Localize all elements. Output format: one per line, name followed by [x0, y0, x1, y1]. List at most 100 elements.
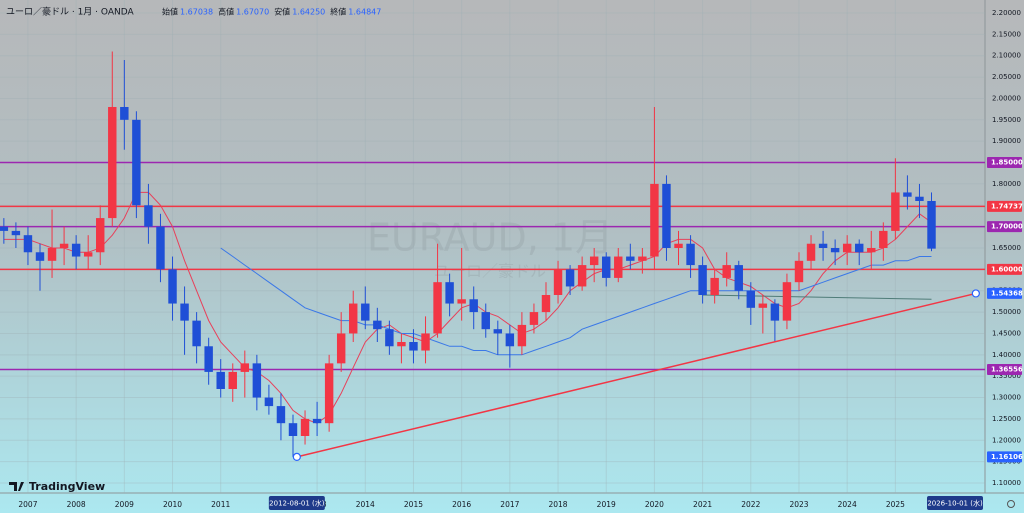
- candle-body: [710, 277, 719, 295]
- candle-body: [577, 265, 587, 287]
- x-tick-label: 2014: [356, 500, 375, 509]
- candle-body: [11, 230, 21, 236]
- candle-body: [638, 256, 647, 261]
- candle-body: [855, 243, 864, 253]
- candle-body: [770, 303, 780, 321]
- candle-body: [204, 346, 213, 372]
- candle-body: [409, 341, 418, 351]
- candle-body: [493, 329, 503, 334]
- candle-body: [650, 183, 659, 257]
- candle-body: [240, 363, 250, 372]
- level-label: 1.36556: [991, 366, 1023, 374]
- candle-body: [23, 235, 33, 253]
- candle-body: [517, 324, 527, 347]
- candle-body: [71, 243, 81, 257]
- level-label: 1.60000: [991, 265, 1023, 273]
- candle-body: [83, 252, 93, 257]
- logo-icon: [9, 482, 24, 491]
- trend-price-label-bg: [987, 287, 1022, 299]
- y-tick-label: 1.80000: [992, 180, 1021, 188]
- x-tick-label: 2008: [67, 500, 86, 509]
- x-tick-label: 2021: [693, 500, 712, 509]
- x-tick-label: 2015: [404, 500, 423, 509]
- logo: TradingView: [9, 480, 105, 493]
- y-tick-label: 2.00000: [992, 94, 1021, 102]
- candle-body: [180, 303, 189, 321]
- candle-body: [481, 312, 490, 330]
- candle-body: [722, 265, 731, 278]
- trendline-handle: [292, 452, 301, 462]
- candle-body: [120, 106, 129, 120]
- candle-body: [734, 265, 743, 291]
- x-tick-label: 2022: [741, 500, 760, 509]
- level-label-bg: [987, 157, 1022, 169]
- candle-body: [312, 418, 322, 424]
- trend-price-label-bg: [987, 451, 1022, 463]
- x-tick-label: 2018: [548, 500, 567, 509]
- candle-body: [324, 363, 334, 424]
- level-label: 1.70000: [991, 223, 1023, 231]
- candle-body: [457, 299, 466, 304]
- candle-body: [35, 252, 45, 261]
- candle-body: [891, 192, 900, 231]
- candle-body: [216, 371, 225, 389]
- crosshair-date-bg: [268, 496, 325, 510]
- candle-body: [818, 243, 828, 248]
- candle-body: [830, 247, 840, 253]
- candle-body: [614, 256, 623, 278]
- ohlc-value: 1.67038: [180, 8, 213, 17]
- candle-body: [565, 269, 575, 287]
- x-tick-label: 2020: [645, 500, 664, 509]
- candle-body: [59, 243, 69, 248]
- header: ユーロ／豪ドル · 1月 · OANDA 始値 1.67038 高値 1.67070 安…: [6, 6, 381, 18]
- y-tick-label: 2.10000: [992, 52, 1021, 60]
- y-tick-label: 1.35000: [992, 372, 1021, 380]
- ohlc-name: 始値: [162, 7, 178, 17]
- candle-body: [602, 256, 611, 278]
- watermark-sub: ユーロ／豪ドル: [434, 262, 546, 281]
- y-tick-label: 1.25000: [992, 415, 1021, 423]
- x-tick-label: 2024: [838, 500, 857, 509]
- candle-body: [397, 341, 406, 347]
- candle-body: [589, 256, 599, 266]
- trendline: [296, 292, 977, 458]
- trendline-handle: [971, 289, 980, 298]
- ohlc-value: 1.64250: [292, 8, 325, 17]
- candle-body: [168, 269, 177, 304]
- candle-body: [192, 320, 201, 347]
- trend-price-label: 1.54368: [991, 289, 1023, 297]
- moving-average: [702, 294, 932, 300]
- y-tick-label: 1.10000: [992, 479, 1021, 487]
- candle-body: [927, 200, 936, 249]
- x-tick-label: 2025: [886, 500, 905, 509]
- axes: 1.100001.150001.200001.250001.300001.350…: [18, 9, 1023, 510]
- level-label-bg: [987, 263, 1022, 275]
- ohlc-name: 高値: [218, 7, 234, 17]
- candle-body: [276, 406, 286, 424]
- x-tick-label: 2023: [789, 500, 808, 509]
- candle-body: [0, 226, 9, 231]
- candle-body: [686, 243, 695, 266]
- candle-body: [782, 282, 792, 321]
- y-tick-label: 1.90000: [992, 137, 1021, 145]
- candle-body: [144, 205, 153, 227]
- y-tick-label: 1.20000: [992, 436, 1021, 444]
- candle-body: [156, 226, 165, 270]
- candle-body: [132, 119, 141, 206]
- x-tick-label: 2011: [211, 500, 230, 509]
- y-tick-label: 2.15000: [992, 30, 1021, 38]
- candle-body: [96, 218, 105, 253]
- crosshair-date-label: 2026-10-01 (水): [927, 499, 983, 508]
- candle-body: [698, 265, 707, 295]
- candle-body: [361, 303, 370, 321]
- ohlc-value: 1.67070: [236, 8, 269, 17]
- y-tick-label: 1.95000: [992, 116, 1021, 124]
- candle-body: [541, 294, 551, 313]
- ohlc-name: 終値: [330, 7, 346, 17]
- plot: [0, 51, 985, 458]
- candle-body: [264, 397, 274, 407]
- candle-body: [469, 299, 478, 313]
- settings-icon[interactable]: [1007, 500, 1015, 508]
